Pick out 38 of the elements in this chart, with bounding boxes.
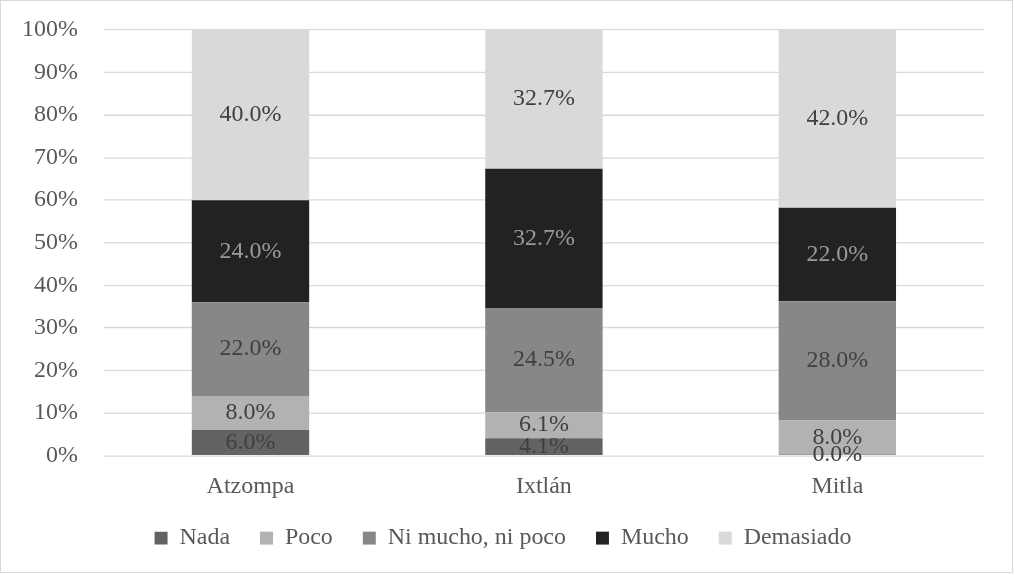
data-label: 22.0%	[219, 334, 282, 361]
bar	[485, 168, 603, 308]
bar	[778, 301, 897, 421]
x-tick-label: Atzompa	[206, 472, 295, 499]
x-tick-label: Ixtlán	[515, 472, 572, 499]
x-tick-label: Mitla	[811, 472, 864, 499]
data-label: 24.0%	[219, 236, 282, 263]
y-tick-label: 20%	[33, 355, 78, 382]
data-label: 32.7%	[513, 223, 575, 250]
legend-label: Poco	[284, 523, 333, 550]
legend-label: Mucho	[620, 523, 689, 550]
data-label: 6.1%	[518, 410, 569, 437]
y-tick-label: 50%	[33, 228, 78, 255]
y-tick-label: 100%	[21, 15, 78, 42]
bar	[485, 307, 603, 413]
legend-label: Ni mucho, ni poco	[387, 523, 566, 550]
bar	[778, 207, 897, 302]
data-label: 42.0%	[806, 103, 869, 130]
legend-label: Demasiado	[743, 523, 852, 550]
y-tick-label: 90%	[33, 57, 78, 84]
bar	[191, 302, 310, 397]
data-label: 40.0%	[219, 100, 282, 127]
bar	[485, 412, 603, 439]
y-tick-label: 60%	[33, 185, 78, 212]
bar	[191, 396, 310, 431]
data-label: 32.7%	[513, 84, 575, 111]
bar	[191, 200, 310, 303]
y-tick-label: 80%	[33, 100, 78, 127]
legend-label: Nada	[179, 523, 231, 550]
data-label: 22.0%	[806, 239, 869, 266]
y-tick-label: 0%	[45, 440, 78, 467]
y-tick-label: 70%	[33, 142, 78, 169]
data-label: 8.0%	[225, 398, 276, 425]
data-label: 24.5%	[513, 345, 575, 372]
y-tick-label: 10%	[33, 398, 78, 425]
y-tick-label: 30%	[33, 313, 78, 340]
data-label: 28.0%	[806, 346, 869, 373]
y-tick-label: 40%	[33, 270, 78, 297]
